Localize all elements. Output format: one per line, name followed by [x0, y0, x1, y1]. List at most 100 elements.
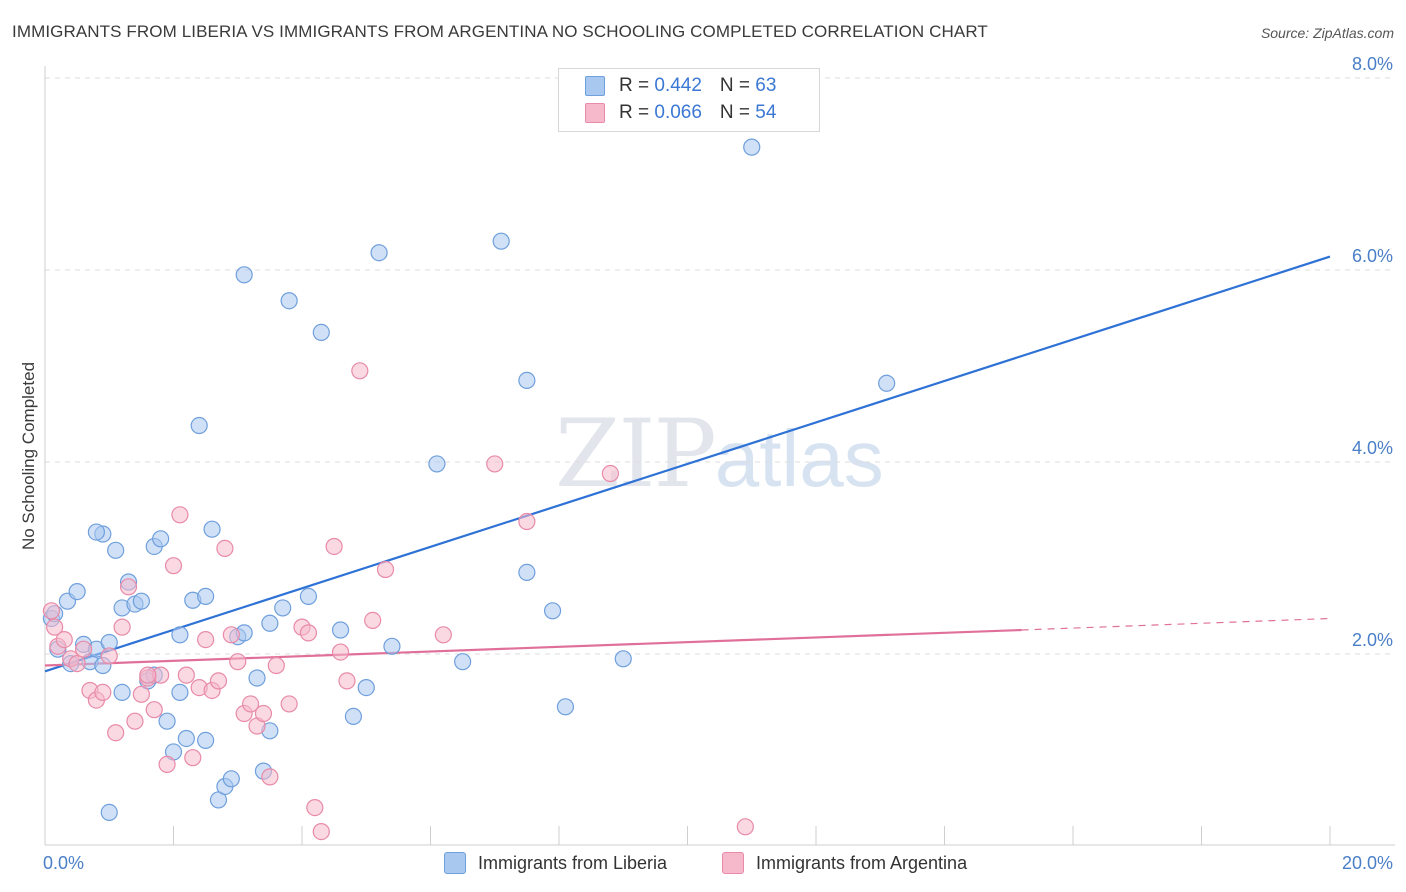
- argentina-point: [280, 695, 298, 713]
- argentina-point: [197, 630, 215, 649]
- liberia-point: [331, 621, 350, 639]
- argentina-point: [55, 630, 73, 649]
- argentina-point: [94, 683, 112, 702]
- legend-swatch-argentina: [585, 103, 605, 123]
- liberia-trend-line: [44, 255, 1331, 673]
- liberia-point: [261, 614, 279, 632]
- argentina-trend-line: [44, 628, 1022, 667]
- liberia-point: [274, 599, 292, 617]
- liberia-point: [248, 669, 266, 687]
- bottom-legend-swatch-argentina: [722, 852, 744, 875]
- liberia-point: [518, 371, 536, 389]
- argentina-trend-extension: [1021, 617, 1331, 631]
- liberia-point: [132, 592, 150, 610]
- bottom-legend-argentina[interactable]: Immigrants from Argentina: [722, 852, 967, 876]
- argentina-point: [113, 618, 131, 636]
- watermark: ZIPatlas: [555, 400, 884, 509]
- liberia-point: [87, 523, 106, 541]
- argentina-point: [229, 653, 247, 671]
- liberia-point: [190, 416, 208, 435]
- bottom-legend-label-argentina: Immigrants from Argentina: [756, 852, 968, 873]
- legend-r-label: R =: [619, 75, 655, 96]
- argentina-point: [177, 666, 195, 684]
- argentina-point: [100, 647, 118, 665]
- liberia-point: [222, 770, 240, 788]
- argentina-point: [171, 506, 189, 524]
- liberia-point: [878, 374, 896, 392]
- argentina-point: [242, 695, 260, 713]
- liberia-point: [158, 712, 176, 730]
- legend-row-liberia: R = 0.442 N = 63: [585, 75, 776, 99]
- argentina-point: [42, 602, 61, 620]
- legend-swatch-liberia: [585, 76, 605, 96]
- argentina-point: [267, 656, 285, 675]
- y-tick-label: 2.0%: [1352, 630, 1393, 650]
- bottom-legend-label-liberia: Immigrants from Liberia: [478, 852, 668, 873]
- argentina-point: [74, 640, 93, 658]
- argentina-point: [209, 672, 228, 690]
- legend-row-argentina: R = 0.066 N = 54: [585, 102, 776, 126]
- legend-r-value: 0.442: [654, 75, 702, 96]
- argentina-point: [184, 749, 202, 767]
- watermark-zip: ZIP: [555, 400, 717, 509]
- liberia-point: [492, 232, 510, 250]
- liberia-point: [107, 541, 125, 559]
- liberia-point: [113, 683, 131, 702]
- source-credit: Source: ZipAtlas.com: [1260, 25, 1394, 41]
- legend-r-label: R =: [619, 102, 655, 123]
- tick-labels: 2.0% 4.0% 6.0% 8.0% 0.0% 20.0%: [43, 54, 1393, 873]
- liberia-point: [171, 683, 189, 702]
- trend-lines: [44, 255, 1331, 673]
- y-tick-label: 8.0%: [1352, 54, 1393, 74]
- y-tick-label: 4.0%: [1352, 438, 1393, 458]
- argentina-point: [331, 643, 350, 661]
- argentina-point: [107, 724, 125, 742]
- liberia-point: [235, 266, 253, 284]
- liberia-point: [614, 650, 632, 668]
- liberia-point: [543, 602, 562, 620]
- bottom-legend-liberia[interactable]: Immigrants from Liberia: [444, 852, 667, 876]
- liberia-point: [518, 563, 536, 582]
- argentina-point: [299, 624, 318, 642]
- argentina-point: [312, 822, 330, 841]
- data-points: [42, 138, 896, 841]
- legend-n-label: N =: [719, 102, 756, 123]
- legend-n-label: N =: [719, 75, 756, 96]
- liberia-point: [68, 582, 86, 601]
- liberia-point: [197, 731, 215, 750]
- liberia-point: [197, 587, 215, 606]
- argentina-point: [145, 701, 163, 719]
- liberia-point: [357, 678, 375, 697]
- x-tick-label-min: 0.0%: [43, 853, 84, 873]
- argentina-point: [325, 537, 343, 556]
- liberia-point: [370, 244, 388, 262]
- argentina-point: [364, 611, 382, 630]
- liberia-point: [152, 530, 170, 548]
- argentina-point: [376, 560, 395, 579]
- argentina-point: [434, 626, 452, 644]
- liberia-point: [556, 698, 575, 716]
- liberia-point: [280, 292, 298, 310]
- grid-lines: [45, 77, 1395, 655]
- argentina-point: [351, 362, 369, 380]
- liberia-point: [203, 520, 221, 538]
- argentina-point: [216, 539, 234, 558]
- argentina-point: [139, 666, 157, 684]
- argentina-point: [601, 464, 620, 483]
- argentina-point: [158, 755, 176, 774]
- legend-n-value: 54: [755, 102, 777, 123]
- stats-legend: R = 0.442 N = 63 R = 0.066 N = 54: [558, 68, 820, 132]
- argentina-point: [222, 626, 240, 644]
- argentina-point: [736, 818, 754, 836]
- argentina-point: [68, 654, 86, 673]
- argentina-point: [126, 712, 144, 730]
- liberia-point: [312, 323, 330, 341]
- legend-r-value: 0.066: [654, 102, 702, 123]
- argentina-point: [164, 557, 183, 575]
- liberia-point: [344, 707, 362, 726]
- argentina-point: [261, 768, 279, 786]
- liberia-point: [383, 637, 401, 655]
- liberia-point: [100, 803, 118, 822]
- x-tick-label-max: 20.0%: [1342, 853, 1393, 873]
- argentina-point: [132, 685, 150, 703]
